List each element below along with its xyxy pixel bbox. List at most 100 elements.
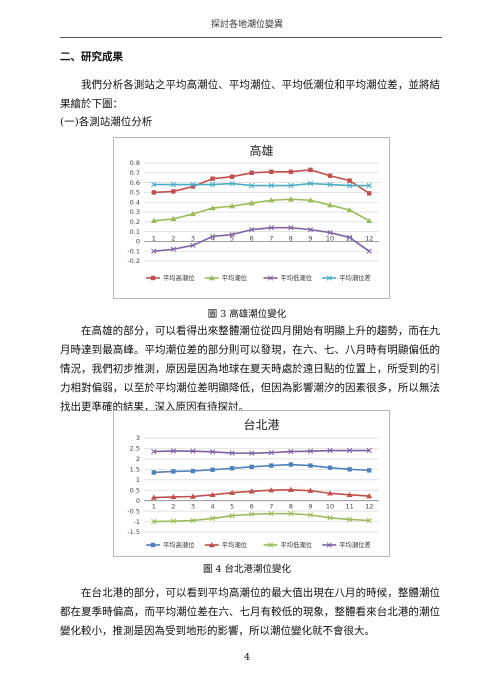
data-point — [268, 487, 275, 493]
x-tick-label: 10 — [326, 234, 334, 242]
y-tick-label: 0.1 — [130, 228, 140, 236]
data-point — [249, 182, 255, 189]
y-tick-label: 0 — [136, 238, 140, 246]
y-tick-label: -0.5 — [127, 507, 140, 515]
data-point — [170, 246, 177, 252]
y-tick-label: 0.8 — [130, 159, 140, 167]
data-point — [268, 449, 274, 456]
data-point — [249, 170, 254, 175]
data-point — [269, 463, 274, 468]
data-point — [249, 511, 255, 517]
data-point — [346, 447, 353, 454]
data-point — [190, 448, 196, 454]
x-tick-label: 3 — [191, 503, 195, 511]
x-tick-label: 2 — [171, 503, 175, 511]
figure-3-caption: 圖 3 高雄潮位變化 — [207, 309, 287, 320]
data-point — [190, 468, 196, 474]
x-tick-label: 4 — [210, 234, 214, 242]
data-point — [268, 182, 274, 189]
subsection-heading: (一)各測站潮位分析 — [60, 116, 153, 128]
data-point — [151, 181, 157, 188]
data-point — [268, 225, 274, 231]
x-tick-label: 2 — [171, 234, 175, 242]
y-tick-label: 1 — [136, 476, 140, 484]
x-tick-label: 12 — [365, 234, 373, 242]
x-tick-label: 7 — [269, 503, 273, 511]
data-point — [288, 510, 294, 517]
data-point — [308, 463, 313, 468]
y-tick-label: -0.2 — [127, 257, 140, 265]
data-point — [209, 515, 216, 522]
legend-label: 平均潮位 — [222, 273, 248, 282]
data-point — [327, 490, 334, 496]
taipei-paragraph: 在台北港的部分，可以看到平均高潮位的最大值出現在八月的時候，整體潮位都在夏季時偏… — [60, 587, 440, 637]
data-point — [229, 180, 235, 187]
data-point — [170, 215, 177, 222]
data-point — [288, 182, 294, 189]
legend-marker — [326, 542, 332, 548]
data-point — [210, 467, 215, 472]
series-line-2 — [153, 489, 370, 499]
data-point — [307, 512, 314, 518]
x-tick-label: 4 — [210, 503, 214, 511]
data-point — [366, 493, 373, 499]
chart-taipei-port: 台北港 3 2.5 2 1.5 1 0.5 0 -0.5 -1 -1.5 1 2 3 4 5 6 7 8 9 10 11 1… — [113, 410, 390, 557]
series-line-4 — [153, 182, 370, 187]
data-point — [346, 491, 353, 498]
data-point — [150, 494, 157, 500]
data-point — [210, 176, 215, 181]
y-tick-label: 0.5 — [130, 189, 140, 197]
y-tick-label: 0.3 — [130, 208, 140, 216]
data-point — [151, 470, 156, 475]
legend-label: 平均潮位差 — [339, 273, 370, 282]
data-point — [209, 449, 216, 455]
data-point — [249, 464, 254, 470]
data-point — [346, 182, 353, 189]
data-point — [346, 516, 353, 523]
data-point — [190, 517, 196, 524]
data-point — [307, 226, 314, 233]
data-point — [367, 191, 372, 196]
data-point — [189, 493, 196, 499]
data-point — [170, 448, 177, 454]
data-point — [170, 518, 177, 524]
x-tick-label: 10 — [326, 503, 334, 511]
series-line-3 — [153, 226, 370, 252]
series-line-1 — [153, 169, 370, 195]
data-point — [189, 210, 196, 217]
y-tick-label: 3 — [136, 434, 140, 442]
data-point — [190, 181, 196, 188]
running-header: 探討各地潮位變異 — [210, 20, 283, 30]
x-tick-label: 8 — [289, 234, 293, 242]
data-point — [248, 200, 255, 206]
data-point — [288, 225, 294, 231]
chart-title: 高雄 — [249, 143, 273, 158]
series-line-3 — [153, 512, 370, 523]
data-point — [327, 465, 333, 470]
legend-label: 平均低潮位 — [281, 273, 313, 282]
data-point — [327, 181, 333, 188]
data-point — [366, 182, 372, 189]
data-point — [269, 169, 274, 175]
data-point — [366, 447, 372, 454]
data-point — [288, 169, 294, 175]
x-tick-label: 1 — [152, 234, 156, 242]
page-number: 4 — [243, 652, 251, 663]
x-tick-label: 12 — [365, 503, 373, 511]
legend-label: 平均高潮位 — [163, 540, 195, 549]
legend-marker — [150, 275, 156, 281]
data-point — [171, 189, 176, 194]
y-tick-label: 0.5 — [130, 486, 140, 494]
chart-kaohsiung: 高雄 0.8 0.7 0.6 0.5 0.4 0.3 0.2 0.1 0 -0.1 -0.2 1 2 3 4 5… — [113, 137, 390, 299]
data-point — [308, 167, 313, 173]
data-point — [151, 190, 156, 195]
data-point — [327, 202, 334, 208]
data-point — [327, 515, 333, 521]
data-point — [190, 242, 196, 248]
legend-marker — [267, 275, 274, 281]
legend-label: 平均低潮位 — [281, 540, 313, 549]
x-tick-label: 1 — [152, 503, 156, 511]
data-point — [209, 205, 216, 211]
data-point — [307, 448, 314, 454]
y-tick-label: 1.5 — [130, 466, 140, 474]
